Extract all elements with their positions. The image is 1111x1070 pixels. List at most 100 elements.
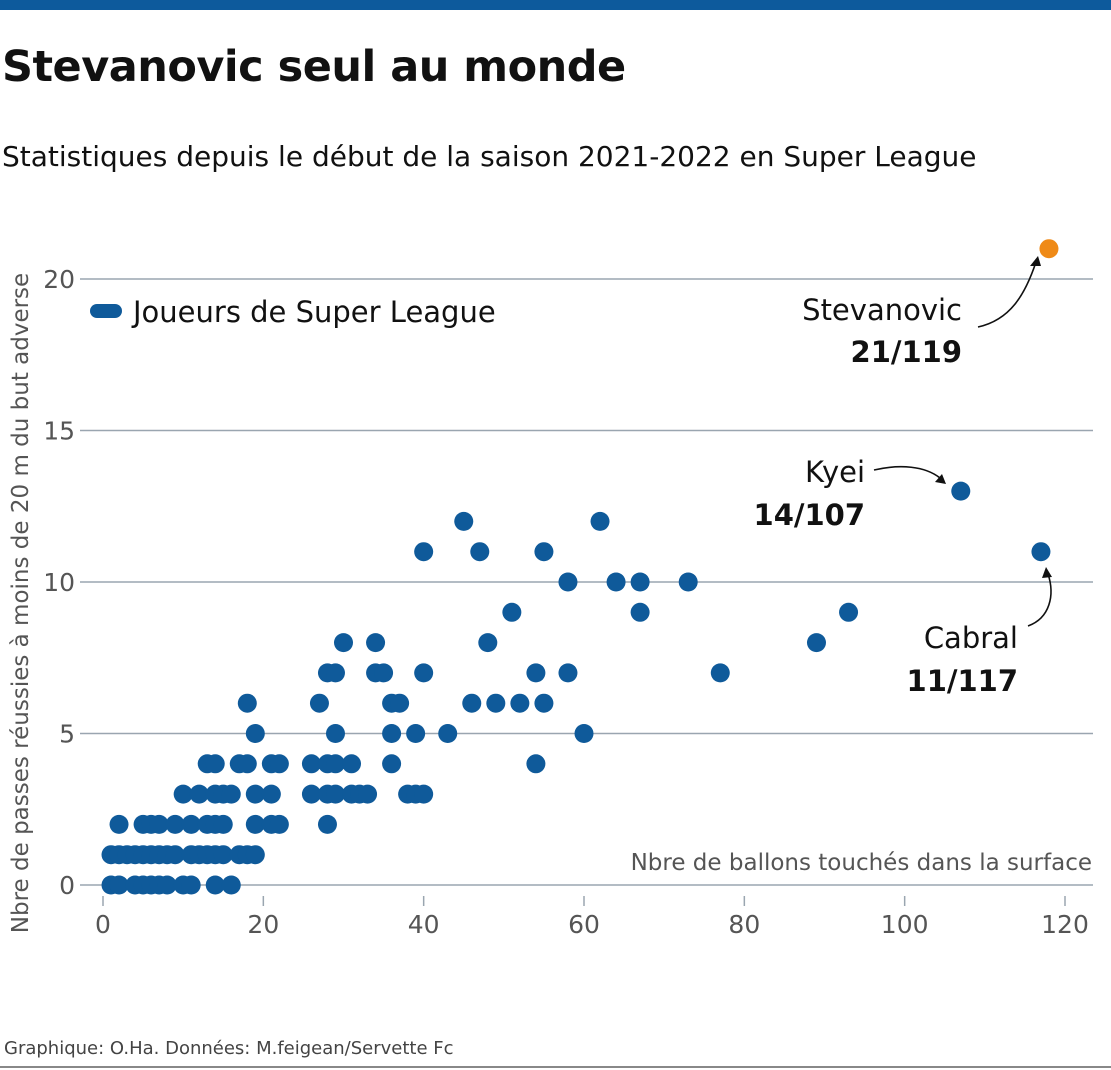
data-point	[414, 542, 434, 562]
data-point	[470, 542, 490, 562]
annotation-kyei-arrow	[873, 465, 941, 479]
data-point	[486, 693, 506, 713]
data-point	[534, 542, 554, 562]
data-point	[269, 814, 289, 834]
data-point	[382, 754, 402, 774]
data-point	[109, 814, 129, 834]
data-point	[382, 724, 402, 743]
data-point	[478, 633, 498, 653]
data-point	[334, 633, 353, 653]
x-tick-label: 40	[408, 910, 440, 939]
annotation-kyei-value: 14/107	[754, 498, 865, 532]
chart-subtitle: Statistiques depuis le début de la saiso…	[2, 140, 977, 173]
annotation-kyei: Kyei 14/107	[754, 455, 946, 532]
data-point	[526, 663, 546, 683]
data-point	[325, 784, 345, 804]
data-point	[414, 784, 434, 804]
source-credit: Graphique: O.Ha. Données: M.feigean/Serv…	[4, 1038, 454, 1059]
data-point	[366, 633, 386, 653]
x-tick-label: 80	[728, 910, 760, 939]
data-point	[406, 724, 426, 743]
annotation-cabral-arrow	[1027, 573, 1052, 627]
data-point	[309, 693, 329, 713]
data-point	[590, 511, 610, 531]
data-point	[245, 845, 265, 865]
data-point	[181, 814, 201, 834]
data-point	[526, 754, 546, 774]
chart-title: Stevanovic seul au monde	[2, 42, 626, 92]
bottom-divider	[0, 1066, 1111, 1068]
data-point	[606, 572, 626, 592]
data-point	[510, 693, 530, 713]
data-point	[221, 784, 241, 804]
data-point	[574, 724, 594, 743]
y-axis-label: Nbre de passes réussies à moins de 20 m …	[8, 273, 34, 933]
legend-label: Joueurs de Super League	[131, 295, 496, 329]
data-point	[165, 814, 185, 834]
data-point	[165, 845, 185, 865]
annotation-stevanovic: Stevanovic 21/119	[802, 256, 1041, 369]
data-point	[245, 784, 265, 804]
data-point	[342, 754, 362, 774]
data-point	[374, 663, 394, 683]
data-point	[205, 754, 225, 774]
data-point	[325, 754, 345, 774]
data-point	[325, 663, 345, 683]
x-tick-label: 20	[247, 910, 279, 939]
y-tick-label: 20	[43, 265, 75, 294]
data-point	[1031, 542, 1051, 562]
data-point	[678, 572, 698, 592]
data-point	[181, 875, 201, 895]
annotation-cabral: Cabral 11/117	[907, 567, 1052, 698]
data-point	[454, 511, 474, 531]
data-point	[261, 784, 281, 804]
data-point	[213, 814, 233, 834]
data-point	[213, 845, 233, 865]
top-accent-bar	[0, 0, 1111, 10]
data-point	[839, 602, 859, 622]
data-point	[325, 724, 345, 743]
y-tick-label: 10	[43, 568, 75, 597]
x-axis-label: Nbre de ballons touchés dans la surface	[631, 850, 1092, 876]
y-tick-label: 5	[59, 720, 75, 749]
data-point	[205, 875, 225, 895]
data-point	[630, 572, 650, 592]
data-point	[438, 724, 458, 743]
data-point	[710, 663, 730, 683]
data-point	[951, 481, 971, 501]
data-point	[149, 814, 169, 834]
data-point	[173, 784, 193, 804]
data-point	[462, 693, 482, 713]
x-tick-label: 0	[95, 910, 111, 939]
data-point	[534, 693, 554, 713]
data-point	[301, 784, 321, 804]
x-tick-label: 100	[881, 910, 929, 939]
annotation-cabral-arrowhead	[1042, 567, 1052, 578]
data-point	[269, 754, 289, 774]
data-point	[245, 724, 265, 743]
y-tick-label: 0	[59, 871, 75, 900]
annotation-stevanovic-arrowhead	[1030, 256, 1041, 266]
data-point	[558, 663, 578, 683]
data-point	[390, 693, 410, 713]
data-point	[245, 814, 265, 834]
annotation-stevanovic-arrow	[977, 261, 1037, 328]
data-point	[558, 572, 578, 592]
data-point	[157, 875, 177, 895]
y-tick-label: 15	[43, 417, 75, 446]
annotation-cabral-value: 11/117	[907, 664, 1018, 698]
annotation-stevanovic-name: Stevanovic	[802, 293, 962, 327]
data-point	[109, 875, 129, 895]
data-point	[630, 602, 650, 622]
data-point	[414, 663, 434, 683]
data-point	[806, 633, 826, 653]
annotation-cabral-name: Cabral	[924, 621, 1018, 655]
data-point	[317, 814, 337, 834]
legend-swatch	[90, 304, 122, 318]
data-point	[237, 693, 257, 713]
data-point	[221, 875, 241, 895]
annotation-stevanovic-value: 21/119	[851, 335, 962, 369]
data-point	[189, 784, 209, 804]
data-point	[502, 602, 522, 622]
